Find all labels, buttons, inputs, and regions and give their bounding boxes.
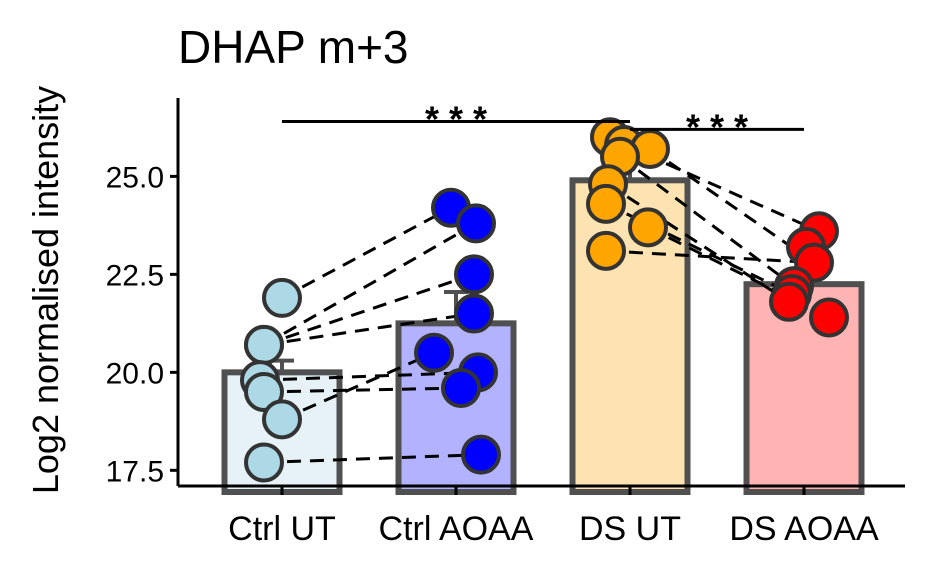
pair-line-11 [619,155,795,288]
y-tick-label: 22.5 [106,259,164,292]
pair-line-12 [607,182,790,304]
data-point [244,324,284,365]
data-point [244,371,284,412]
pair-line-5 [259,370,479,382]
significance-label-2: * * * [686,106,748,147]
pair-line-8 [263,453,482,464]
pair-line-3 [263,272,475,347]
pair-line-15 [605,249,815,265]
data-point [441,368,481,409]
chart-title: DHAP m+3 [178,21,409,73]
data-point [809,297,849,338]
data-point [262,399,302,440]
pair-line-4 [263,312,475,347]
x-tick-label: DS AOAA [729,510,879,548]
y-tick-label: 20.0 [106,357,164,390]
x-tick-label: Ctrl UT [228,510,336,548]
data-point [586,183,626,224]
x-tick-label: Ctrl AOAA [379,510,534,548]
y-tick-label: 17.5 [106,455,164,488]
data-point [262,277,302,318]
y-tick-label: 25.0 [106,161,164,194]
x-tick-label: DS UT [579,510,681,548]
data-point [461,434,501,475]
data-point [769,281,809,322]
data-point [454,254,494,295]
pair-line-2 [263,222,477,347]
plot-area: 17.5 20.0 22.5 25.0 Ctrl UT Ctrl AOAA DS UT DS … [106,98,905,548]
significance-label-1: * * * [425,99,487,140]
data-point [586,230,626,271]
data-point [454,293,494,334]
data-point [456,203,496,244]
data-point [244,442,284,483]
pair-line-1 [281,206,452,300]
data-point [414,332,454,373]
data-point [628,207,668,248]
pair-line-7 [281,351,435,421]
y-axis-label: Log2 normalised intensity [25,86,66,494]
pair-line-6 [263,386,462,394]
